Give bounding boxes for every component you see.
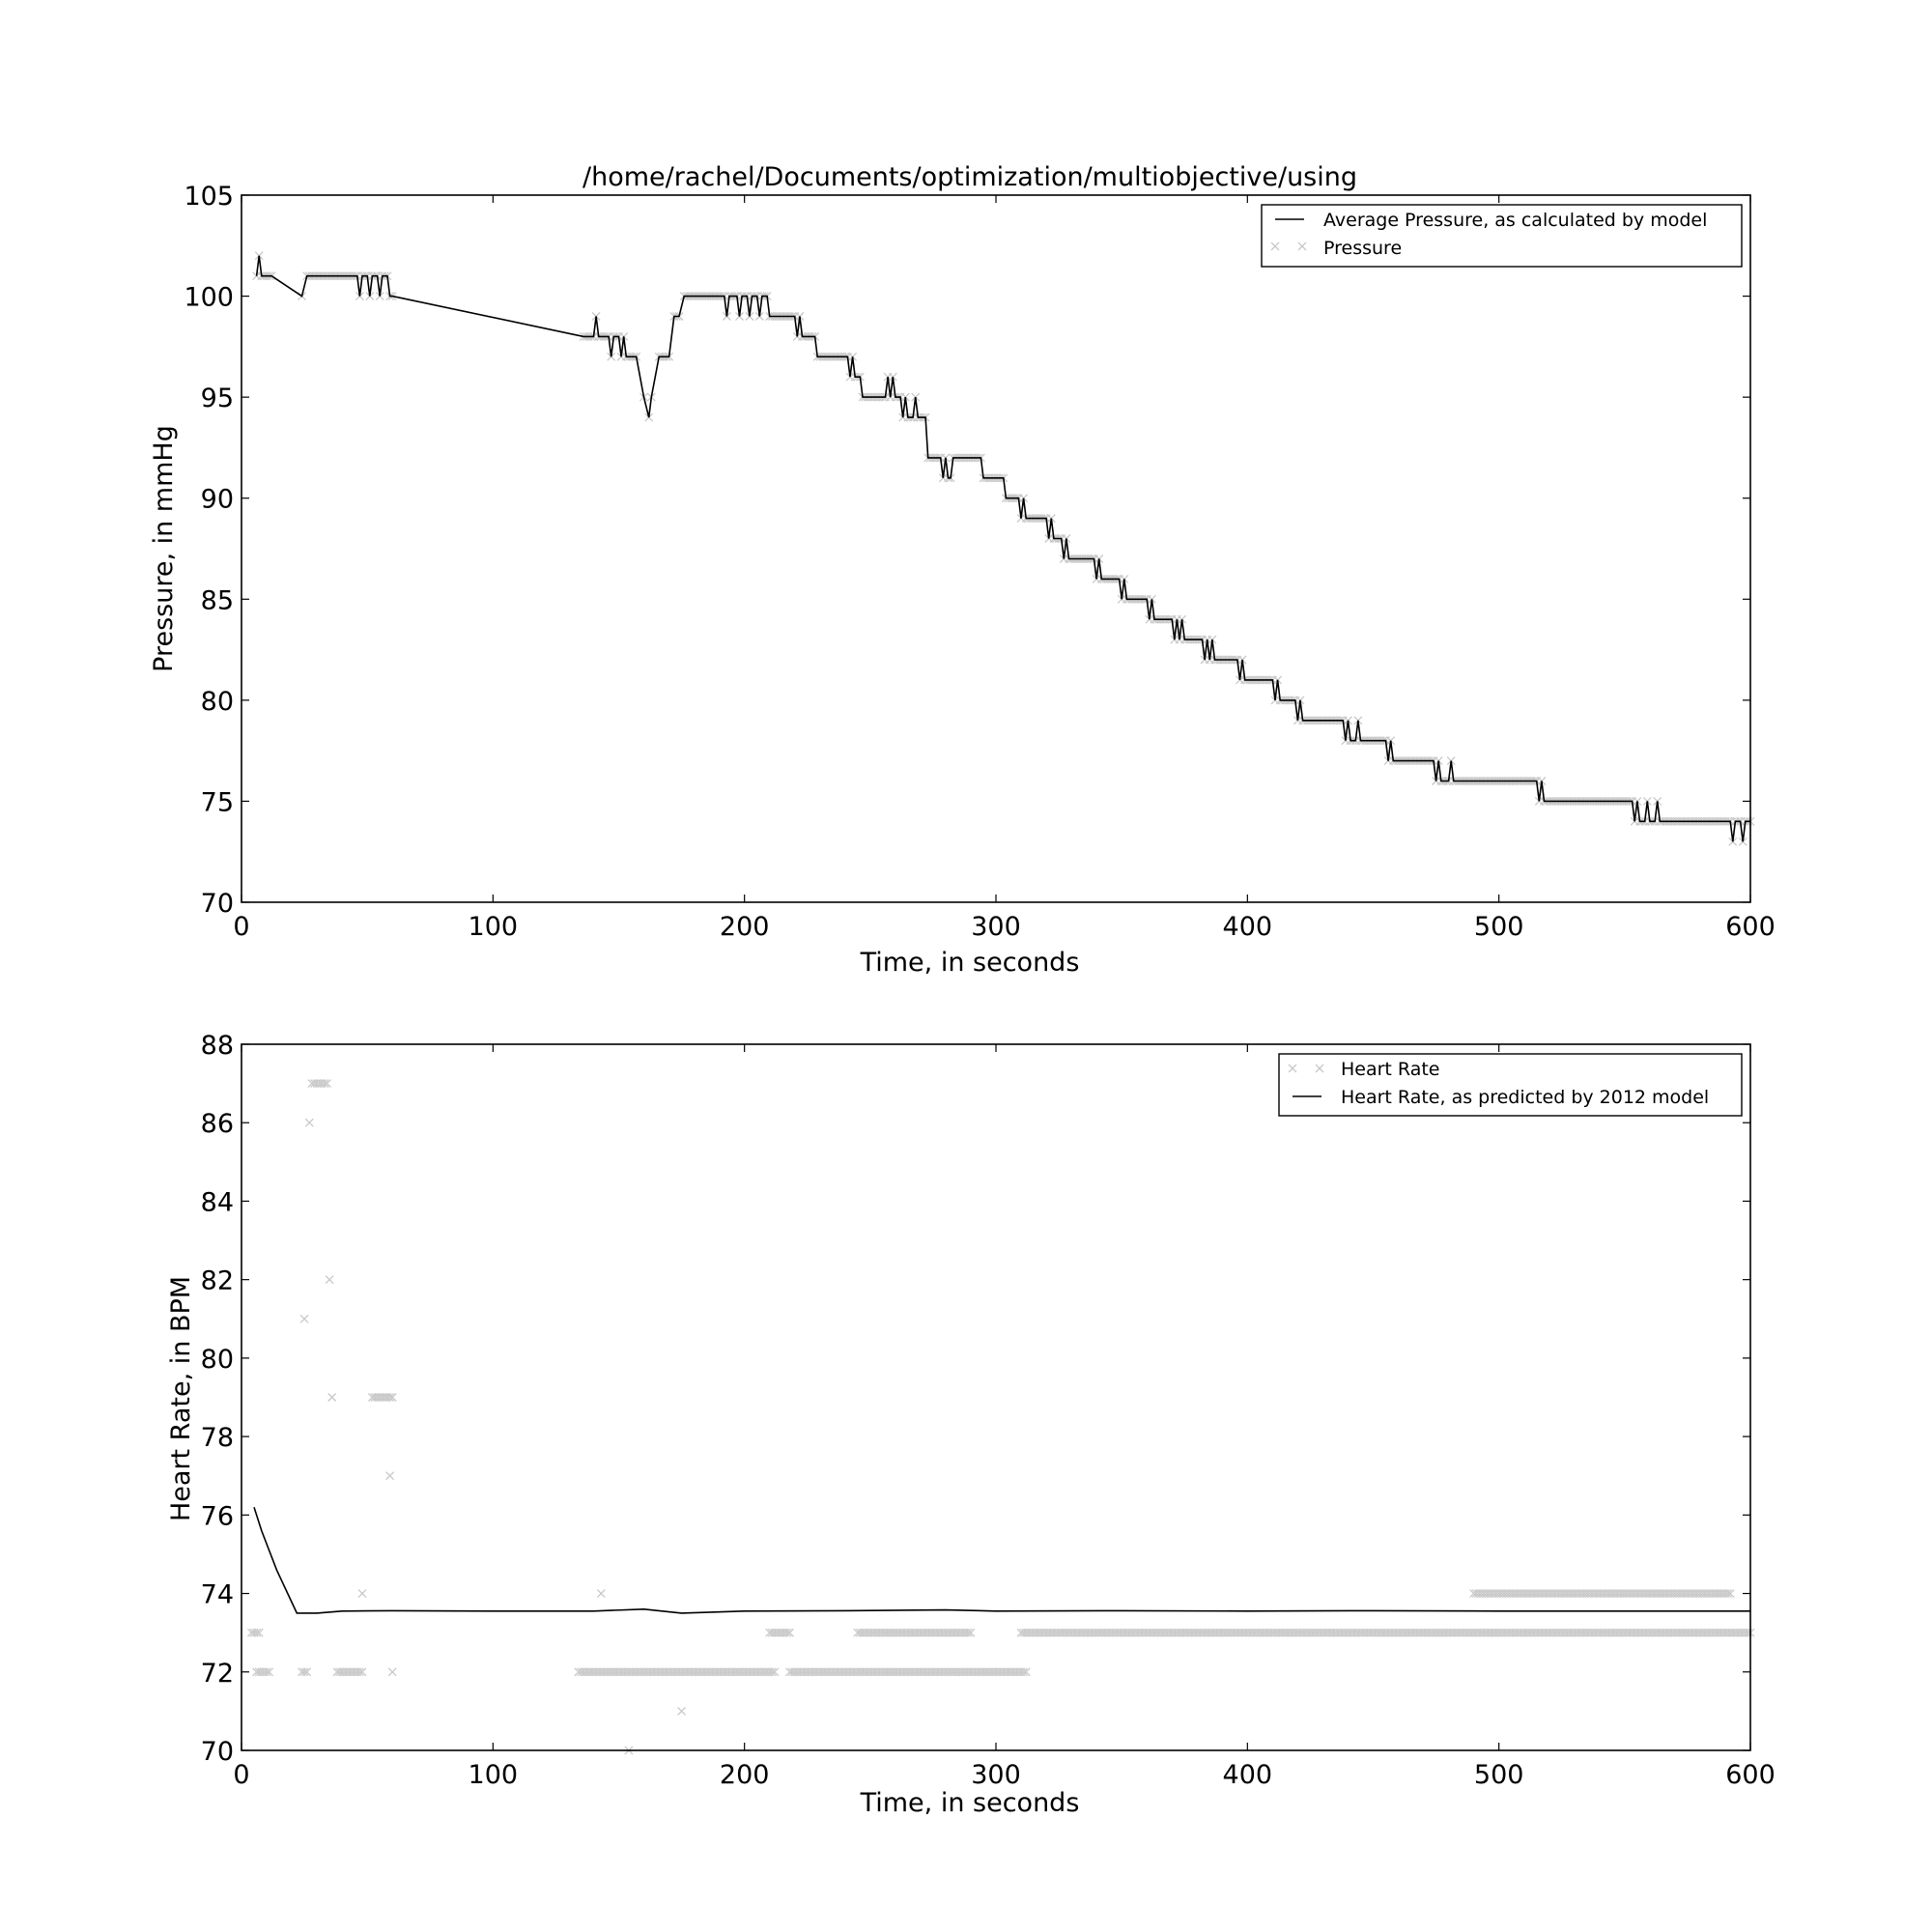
pressure-y-axis-label: Pressure, in mmHg (149, 425, 179, 672)
x-tick-label: 500 (1474, 912, 1524, 942)
heart-rate-data-point (963, 1628, 973, 1637)
x-tick-label: 0 (233, 1760, 249, 1790)
heart-rate-data-point (677, 1706, 687, 1716)
pressure-series-0 (255, 255, 1750, 842)
heart-rate-x-axis-label: Time, in seconds (860, 1788, 1080, 1818)
y-tick-label: 70 (201, 1737, 234, 1767)
heart-rate-data-point (1723, 1589, 1733, 1599)
heart-rate-data-point (1021, 1667, 1031, 1677)
heart-rate-data-point (1019, 1667, 1029, 1677)
y-tick-label: 86 (201, 1109, 234, 1139)
y-tick-label: 90 (201, 485, 234, 515)
pressure-legend-label-average: Average Pressure, as calculated by model (1323, 210, 1707, 231)
pressure-series-1 (252, 251, 1755, 846)
y-tick-label: 75 (201, 787, 234, 817)
heart-rate-legend-label-predicted: Heart Rate, as predicted by 2012 model (1341, 1087, 1709, 1108)
heart-rate-data-point (355, 1667, 364, 1677)
pressure-legend-box (1261, 204, 1743, 268)
heart-rate-data-point (357, 1589, 367, 1599)
heart-rate-data-point (385, 1393, 395, 1402)
pressure-x-axis-label: Time, in seconds (860, 948, 1080, 978)
heart-rate-data-point (299, 1314, 309, 1323)
y-tick-label: 105 (184, 182, 234, 212)
heart-rate-data-point (265, 1667, 274, 1677)
x-tick-label: 500 (1474, 1760, 1524, 1790)
y-tick-label: 80 (201, 687, 234, 717)
heart-rate-data-point (782, 1628, 792, 1637)
heart-rate-legend-marker-swatch (1288, 1064, 1324, 1073)
heart-rate-y-axis-label: Heart Rate, in BPM (166, 1276, 196, 1521)
heart-rate-data-point (252, 1628, 262, 1637)
x-tick-label: 200 (720, 1760, 770, 1790)
y-tick-label: 95 (201, 384, 234, 413)
y-tick-label: 72 (201, 1659, 234, 1689)
heart-rate-data-point (387, 1667, 397, 1677)
heart-rate-series-line (253, 1506, 1750, 1614)
heart-rate-series (246, 1079, 1755, 1755)
y-tick-label: 84 (201, 1187, 234, 1217)
pressure-chart-title: /home/rachel/Documents/optimization/mult… (582, 162, 1357, 192)
heart-rate-data-point (767, 1667, 777, 1677)
x-tick-label: 600 (1725, 1760, 1776, 1790)
x-tick-label: 400 (1223, 912, 1273, 942)
x-tick-label: 400 (1223, 1760, 1273, 1790)
heart-rate-series-0 (246, 1079, 1755, 1755)
pressure-legend: Average Pressure, as calculated by model… (1261, 204, 1743, 268)
x-tick-label: 100 (469, 912, 519, 942)
y-tick-label: 70 (201, 889, 234, 919)
pressure-axis-ticks: 0 100 200 300 400 500 600 70 75 80 85 90 95 100 105 (184, 182, 1775, 942)
heart-rate-data-point (304, 1118, 314, 1127)
heart-rate-chart: Time, in seconds Heart Rate, in BPM 0 100… (166, 1031, 1776, 1818)
heart-rate-series-1 (253, 1506, 1750, 1614)
y-tick-label: 82 (201, 1266, 234, 1296)
heart-rate-data-point (302, 1667, 312, 1677)
heart-rate-axis-ticks: 0 100 200 300 400 500 600 70 72 74 76 78 80 82 84 86 88 (201, 1031, 1776, 1790)
y-tick-label: 85 (201, 585, 234, 615)
x-tick-label: 200 (720, 912, 770, 942)
heart-rate-data-point (254, 1628, 264, 1637)
y-tick-label: 88 (201, 1031, 234, 1061)
y-tick-label: 76 (201, 1501, 234, 1531)
heart-rate-data-point (966, 1628, 976, 1637)
pressure-legend-marker-swatch (1270, 242, 1307, 251)
x-tick-label: 600 (1725, 912, 1776, 942)
pressure-series-line (255, 255, 1750, 842)
x-tick-label: 100 (469, 1760, 519, 1790)
heart-rate-data-point (320, 1079, 329, 1089)
pressure-chart: /home/rachel/Documents/optimization/mult… (149, 162, 1776, 978)
pressure-series (252, 251, 1755, 846)
heart-rate-data-point (1725, 1589, 1735, 1599)
pressure-legend-label-pressure: Pressure (1323, 238, 1402, 259)
heart-rate-data-point (325, 1275, 334, 1285)
pressure-plot-frame (241, 194, 1751, 903)
heart-rate-data-point (327, 1393, 337, 1402)
heart-rate-data-point (323, 1079, 331, 1089)
heart-rate-data-point (357, 1667, 367, 1677)
heart-rate-legend: Heart Rate Heart Rate, as predicted by 2… (1278, 1053, 1743, 1117)
y-tick-label: 100 (184, 283, 234, 313)
heart-rate-legend-label-observed: Heart Rate (1341, 1059, 1440, 1080)
heart-rate-legend-box (1278, 1053, 1743, 1117)
heart-rate-data-point (299, 1667, 309, 1677)
y-tick-label: 80 (201, 1345, 234, 1375)
y-tick-label: 74 (201, 1580, 234, 1610)
heart-rate-data-point (387, 1393, 397, 1402)
heart-rate-data-point (770, 1667, 780, 1677)
heart-rate-data-point (262, 1667, 271, 1677)
x-tick-label: 300 (971, 1760, 1021, 1790)
x-tick-label: 300 (971, 912, 1021, 942)
y-tick-label: 78 (201, 1423, 234, 1453)
heart-rate-data-point (596, 1589, 606, 1599)
heart-rate-data-point (785, 1628, 794, 1637)
heart-rate-data-point (385, 1471, 395, 1481)
x-tick-label: 0 (233, 912, 249, 942)
heart-rate-plot-frame (241, 1043, 1751, 1751)
